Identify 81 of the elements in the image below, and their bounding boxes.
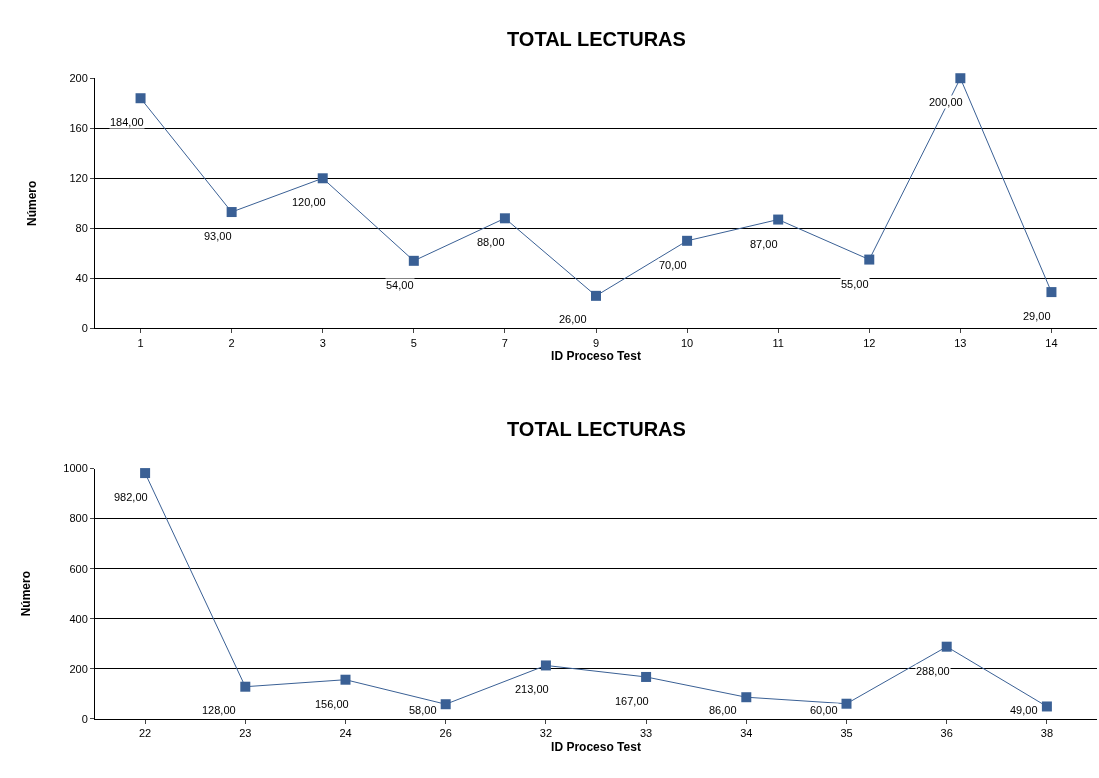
x-tick-label: 36 (940, 726, 953, 739)
data-label: 86,00 (709, 704, 737, 716)
x-tick-label: 38 (1040, 726, 1054, 739)
y-tick-label: 80 (75, 222, 88, 235)
point (408, 255, 419, 266)
data-label: 167,00 (615, 695, 649, 707)
x-tick-label: 10 (680, 336, 694, 349)
y-tick-label: 600 (69, 562, 88, 575)
point (440, 699, 451, 710)
x-tick-label: 35 (840, 726, 853, 739)
data-label: 49,00 (1010, 704, 1038, 716)
y-tick-label: 200 (69, 662, 88, 675)
x-tick-label: 1 (137, 336, 144, 349)
point (773, 214, 784, 225)
chart-title: TOTAL LECTURAS (507, 418, 686, 440)
y-tick-label: 40 (75, 272, 88, 285)
x-tick-label: 14 (1045, 336, 1058, 349)
point (317, 173, 328, 184)
data-label: 213,00 (515, 683, 549, 695)
point (1046, 287, 1057, 298)
data-label: 55,00 (841, 278, 869, 290)
data-label: 184,00 (110, 116, 144, 128)
point (941, 641, 952, 652)
y-tick-label: 120 (69, 172, 88, 185)
y-tick-label: 400 (69, 612, 88, 625)
x-tick-label: 23 (239, 726, 252, 739)
y-tick-label: 0 (81, 322, 88, 335)
point (955, 73, 966, 84)
data-label: 88,00 (477, 236, 505, 248)
data-label: 87,00 (750, 238, 778, 250)
x-tick-label: 9 (592, 336, 600, 349)
y-axis-title: Número (24, 180, 39, 226)
data-label: 156,00 (315, 698, 349, 710)
x-tick-label: 33 (639, 726, 653, 739)
point (226, 207, 237, 218)
data-label: 982,00 (114, 491, 148, 503)
y-tick-label: 0 (81, 712, 88, 725)
chart-title: TOTAL LECTURAS (507, 28, 686, 50)
x-axis-title: ID Proceso Test (551, 739, 641, 754)
y-tick-label: 800 (69, 512, 88, 525)
x-tick-label: 13 (954, 336, 967, 349)
point (340, 674, 351, 685)
data-label: 93,00 (204, 230, 232, 242)
x-tick-label: 3 (319, 336, 326, 349)
point (1041, 701, 1052, 712)
point (841, 698, 852, 709)
data-label: 58,00 (409, 704, 437, 716)
point (641, 671, 652, 682)
y-axis-title: Número (18, 570, 33, 617)
point (135, 93, 146, 104)
point (591, 290, 601, 301)
point (540, 660, 551, 671)
point (864, 254, 875, 265)
data-label: 54,00 (386, 279, 414, 291)
x-tick-label: 26 (439, 726, 452, 739)
data-label: 60,00 (810, 704, 838, 716)
x-axis-title: ID Proceso Test (551, 349, 641, 364)
x-tick-label: 34 (740, 726, 753, 739)
x-tick-label: 11 (772, 336, 784, 349)
data-label: 26,00 (559, 313, 587, 325)
x-tick-label: 24 (339, 726, 352, 739)
point (682, 235, 693, 246)
y-tick-label: 1000 (63, 462, 88, 475)
x-tick-label: 22 (138, 726, 152, 739)
data-label: 120,00 (292, 196, 326, 208)
x-tick-label: 12 (863, 336, 876, 349)
x-tick-label: 5 (410, 336, 417, 349)
point (741, 692, 752, 703)
data-label: 70,00 (659, 259, 687, 271)
x-tick-label: 2 (228, 336, 235, 349)
data-label: 288,00 (916, 665, 950, 677)
data-label: 29,00 (1023, 310, 1051, 322)
data-label: 128,00 (202, 704, 236, 716)
x-tick-label: 32 (539, 726, 553, 739)
data-label: 200,00 (929, 96, 963, 108)
x-tick-label: 7 (501, 336, 508, 349)
y-tick-label: 160 (69, 122, 88, 135)
y-tick-label: 200 (69, 72, 88, 85)
point (499, 213, 510, 224)
point (140, 468, 151, 479)
point (240, 681, 251, 692)
